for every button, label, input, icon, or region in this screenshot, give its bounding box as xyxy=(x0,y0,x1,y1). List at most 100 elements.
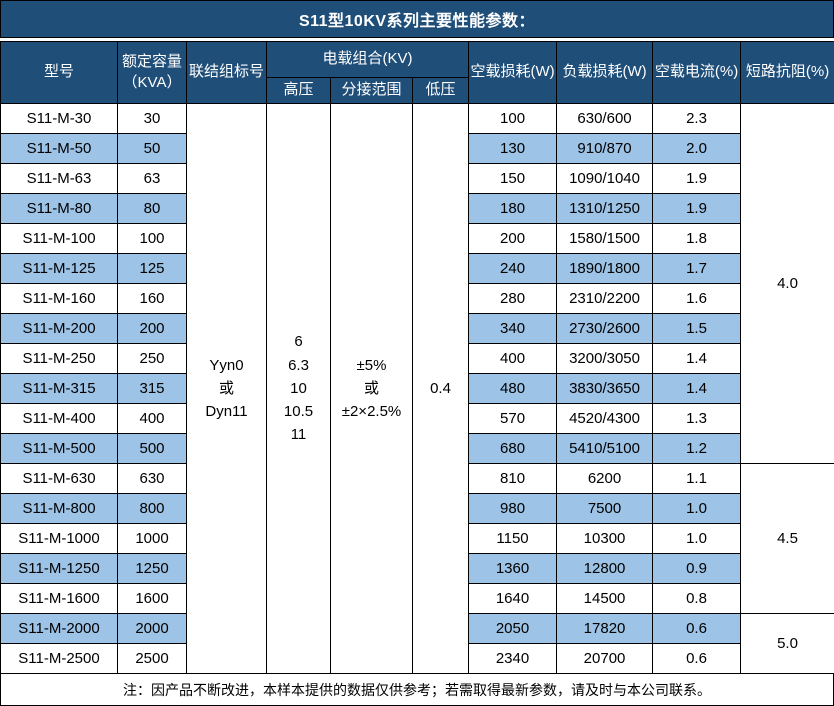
table-row: S11-M-100 100 200 1580/1500 1.8 xyxy=(0,223,834,254)
cell-model: S11-M-500 xyxy=(0,433,118,464)
cell-no-load-current: 2.3 xyxy=(652,103,742,134)
table-row: S11-M-50 50 130 910/870 2.0 xyxy=(0,133,834,164)
cell-model: S11-M-200 xyxy=(0,313,118,344)
col-header-hv: 高压 xyxy=(266,77,331,104)
cell-model: S11-M-315 xyxy=(0,373,118,404)
cell-model: S11-M-2000 xyxy=(0,613,118,644)
cell-load-loss: 5410/5100 xyxy=(556,433,654,464)
cell-no-load-loss: 150 xyxy=(468,163,558,194)
cell-load-loss: 1310/1250 xyxy=(556,193,654,224)
cell-load-loss: 4520/4300 xyxy=(556,403,654,434)
cell-load-loss: 12800 xyxy=(556,553,654,584)
cell-no-load-current: 1.4 xyxy=(652,343,742,374)
cell-model: S11-M-100 xyxy=(0,223,118,254)
spec-table: 型号 额定容量 （KVA） 联结组标号 电载组合(KV) 空载损耗(W) 负载损… xyxy=(0,41,834,674)
cell-model: S11-M-400 xyxy=(0,403,118,434)
table-row: S11-M-630 630 810 6200 1.1 4.5 xyxy=(0,463,834,614)
page-title: S11型10KV系列主要性能参数： xyxy=(0,0,834,38)
cell-model: S11-M-80 xyxy=(0,193,118,224)
cell-no-load-current: 1.6 xyxy=(652,283,742,314)
cell-model: S11-M-250 xyxy=(0,343,118,374)
table-row: S11-M-125 125 240 1890/1800 1.7 xyxy=(0,253,834,284)
col-header-capacity: 额定容量 （KVA） xyxy=(117,41,187,104)
cell-no-load-current: 0.8 xyxy=(652,583,742,614)
col-header-load-loss: 负载损耗(W) xyxy=(556,41,654,104)
cell-no-load-current: 1.2 xyxy=(652,433,742,464)
table-row: S11-M-160 160 280 2310/2200 1.6 xyxy=(0,283,834,314)
cell-no-load-loss: 1640 xyxy=(468,583,558,614)
table-row: S11-M-1600 1600 1640 14500 0.8 xyxy=(0,583,834,614)
cell-no-load-current: 0.6 xyxy=(652,643,742,674)
cell-load-loss: 17820 xyxy=(556,613,654,644)
cell-no-load-loss: 400 xyxy=(468,343,558,374)
cell-no-load-loss: 340 xyxy=(468,313,558,344)
cell-load-loss: 3830/3650 xyxy=(556,373,654,404)
cell-capacity: 1250 xyxy=(117,553,187,584)
col-header-tap-range: 分接范围 xyxy=(330,77,413,104)
cell-no-load-loss: 810 xyxy=(468,463,558,494)
cell-load-loss: 630/600 xyxy=(556,103,654,134)
col-header-no-load-loss: 空载损耗(W) xyxy=(468,41,558,104)
cell-no-load-loss: 680 xyxy=(468,433,558,464)
cell-load-loss: 1090/1040 xyxy=(556,163,654,194)
cell-impedance: 5.0 xyxy=(740,613,834,674)
cell-load-loss: 910/870 xyxy=(556,133,654,164)
cell-load-loss: 3200/3050 xyxy=(556,343,654,374)
cell-model: S11-M-63 xyxy=(0,163,118,194)
cell-model: S11-M-160 xyxy=(0,283,118,314)
footer-note: 注：因产品不断改进，本样本提供的数据仅供参考；若需取得最新参数，请及时与本公司联… xyxy=(0,673,834,706)
cell-no-load-current: 1.9 xyxy=(652,193,742,224)
cell-no-load-loss: 980 xyxy=(468,493,558,524)
cell-capacity: 125 xyxy=(117,253,187,284)
cell-no-load-loss: 100 xyxy=(468,103,558,134)
cell-capacity: 80 xyxy=(117,193,187,224)
col-header-lv: 低压 xyxy=(411,77,470,104)
cell-capacity: 2500 xyxy=(117,643,187,674)
table-row: S11-M-2500 2500 2340 20700 0.6 xyxy=(0,643,834,674)
cell-capacity: 400 xyxy=(117,403,187,434)
cell-load-loss: 1580/1500 xyxy=(556,223,654,254)
cell-capacity: 1000 xyxy=(117,523,187,554)
cell-no-load-current: 1.9 xyxy=(652,163,742,194)
cell-model: S11-M-1250 xyxy=(0,553,118,584)
cell-no-load-current: 1.4 xyxy=(652,373,742,404)
cell-lv: 0.4 xyxy=(411,103,470,674)
cell-model: S11-M-30 xyxy=(0,103,118,134)
cell-model: S11-M-1000 xyxy=(0,523,118,554)
cell-load-loss: 1890/1800 xyxy=(556,253,654,284)
cell-no-load-current: 1.7 xyxy=(652,253,742,284)
cell-capacity: 315 xyxy=(117,373,187,404)
cell-tap-range: ±5% 或 ±2×2.5% xyxy=(330,103,413,674)
cell-no-load-current: 0.9 xyxy=(652,553,742,584)
cell-load-loss: 7500 xyxy=(556,493,654,524)
cell-impedance: 4.5 xyxy=(740,463,834,614)
cell-model: S11-M-630 xyxy=(0,463,118,494)
cell-no-load-loss: 280 xyxy=(468,283,558,314)
cell-no-load-loss: 2340 xyxy=(468,643,558,674)
cell-no-load-loss: 1150 xyxy=(468,523,558,554)
table-row: S11-M-400 400 570 4520/4300 1.3 xyxy=(0,403,834,434)
cell-capacity: 630 xyxy=(117,463,187,494)
col-header-impedance: 短路抗阻(%) xyxy=(740,41,834,104)
cell-no-load-current: 1.0 xyxy=(652,493,742,524)
cell-load-loss: 10300 xyxy=(556,523,654,554)
cell-no-load-loss: 130 xyxy=(468,133,558,164)
table-row: S11-M-63 63 150 1090/1040 1.9 xyxy=(0,163,834,194)
cell-capacity: 800 xyxy=(117,493,187,524)
cell-model: S11-M-125 xyxy=(0,253,118,284)
table-row: S11-M-30 30 Yyn0 或 Dyn11 6 6.3 10 10.5 11 ±5… xyxy=(0,103,834,674)
cell-no-load-loss: 200 xyxy=(468,223,558,254)
cell-load-loss: 14500 xyxy=(556,583,654,614)
cell-capacity: 200 xyxy=(117,313,187,344)
cell-capacity: 30 xyxy=(117,103,187,134)
table-row: S11-M-80 80 180 1310/1250 1.9 xyxy=(0,193,834,224)
cell-capacity: 2000 xyxy=(117,613,187,644)
table-row: S11-M-2000 2000 2050 17820 0.6 5.0 xyxy=(0,613,834,674)
col-header-model: 型号 xyxy=(0,41,118,104)
cell-capacity: 100 xyxy=(117,223,187,254)
cell-no-load-current: 1.3 xyxy=(652,403,742,434)
cell-no-load-current: 1.5 xyxy=(652,313,742,344)
cell-no-load-loss: 180 xyxy=(468,193,558,224)
cell-capacity: 50 xyxy=(117,133,187,164)
